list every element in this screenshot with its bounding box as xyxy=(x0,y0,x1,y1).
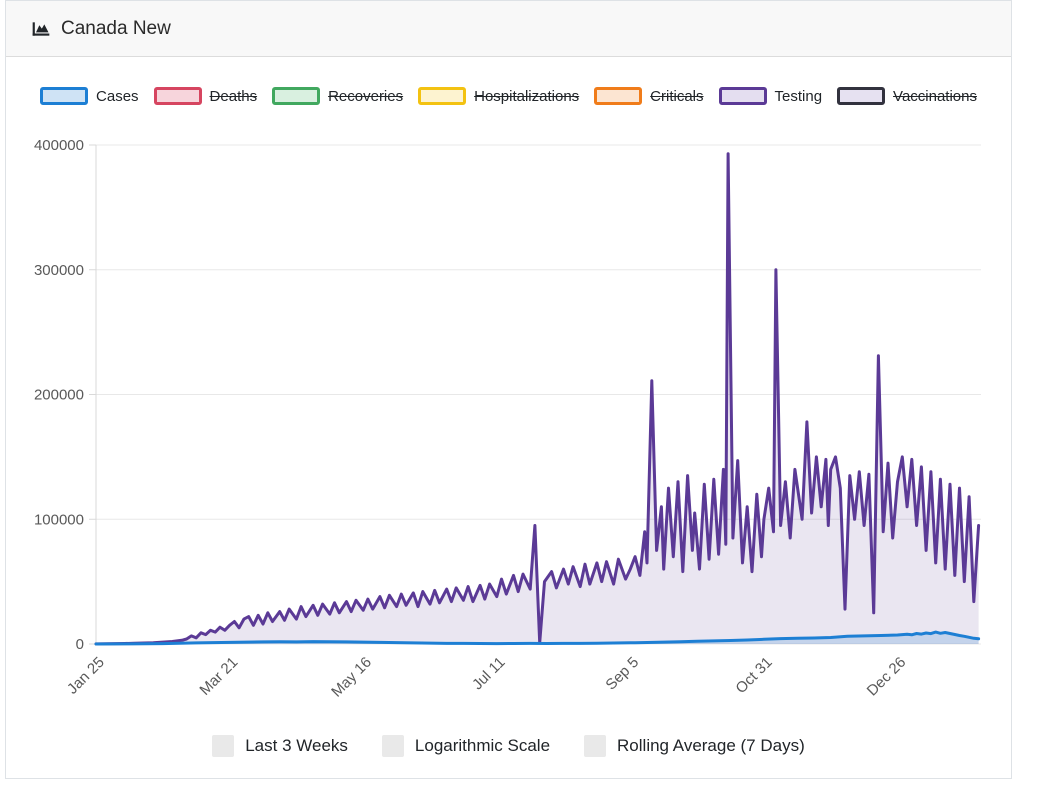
legend-item-criticals[interactable]: Criticals xyxy=(594,87,704,105)
legend-swatch xyxy=(594,87,643,105)
legend-item-vaccinations[interactable]: Vaccinations xyxy=(837,87,977,105)
chart-controls: Last 3 Weeks Logarithmic Scale Rolling Ave… xyxy=(6,735,1011,757)
x-tick-label: May 16 xyxy=(328,654,375,701)
y-tick-label: 300000 xyxy=(34,262,84,279)
legend-label: Criticals xyxy=(650,87,704,105)
y-tick-label: 400000 xyxy=(34,137,84,154)
legend-item-deaths[interactable]: Deaths xyxy=(153,87,258,105)
legend-swatch xyxy=(418,87,467,105)
cases-line xyxy=(94,630,981,646)
card-header: Canada New xyxy=(6,1,1011,57)
toggle-last-3-weeks[interactable]: Last 3 Weeks xyxy=(212,735,348,757)
x-tick-label: Jul 11 xyxy=(469,654,509,694)
x-tick-label: Sep 5 xyxy=(602,654,642,694)
legend-label: Deaths xyxy=(209,87,258,105)
legend-swatch xyxy=(272,87,321,105)
y-tick-label: 100000 xyxy=(34,511,84,528)
legend-item-testing[interactable]: Testing xyxy=(718,87,823,105)
x-tick-label: Dec 26 xyxy=(864,654,910,700)
legend-swatch xyxy=(40,87,89,105)
checkbox[interactable] xyxy=(381,735,404,757)
checkbox[interactable] xyxy=(212,735,235,757)
legend-swatch xyxy=(837,87,886,105)
x-tick-label: Jan 25 xyxy=(64,654,108,698)
checkbox[interactable] xyxy=(584,735,607,757)
testing-line xyxy=(94,152,981,646)
chart-card: Canada New Cases Deaths Recoveries Hospital… xyxy=(5,0,1012,779)
x-tick-label: Oct 31 xyxy=(732,654,775,697)
x-tick-label: Mar 21 xyxy=(196,654,241,699)
area-chart-icon xyxy=(31,19,51,39)
legend-item-cases[interactable]: Cases xyxy=(40,87,139,105)
checkbox-label: Last 3 Weeks xyxy=(245,736,348,755)
y-tick-label: 200000 xyxy=(34,387,84,404)
legend-label: Recoveries xyxy=(328,87,404,105)
legend: Cases Deaths Recoveries Hospitalizations Cri… xyxy=(6,87,1011,105)
legend-item-hospitalizations[interactable]: Hospitalizations xyxy=(418,87,579,105)
chart-area: 0 100000 200000 300000 400000 Jan 25 Mar 21 May… xyxy=(6,129,1013,714)
toggle-rolling-average-7-days[interactable]: Rolling Average (7 Days) xyxy=(584,735,805,757)
chart-svg: 0 100000 200000 300000 400000 Jan 25 Mar 21 May… xyxy=(34,137,981,701)
legend-item-recoveries[interactable]: Recoveries xyxy=(272,87,403,105)
legend-label: Vaccinations xyxy=(893,87,977,105)
page-title: Canada New xyxy=(61,17,171,39)
y-tick-label: 0 xyxy=(76,636,84,653)
legend-swatch xyxy=(153,87,202,105)
checkbox-label: Rolling Average (7 Days) xyxy=(617,736,805,755)
legend-label: Testing xyxy=(774,87,823,105)
toggle-logarithmic-scale[interactable]: Logarithmic Scale xyxy=(381,735,551,757)
checkbox-label: Logarithmic Scale xyxy=(414,736,551,755)
legend-label: Hospitalizations xyxy=(474,87,580,105)
legend-label: Cases xyxy=(96,87,139,105)
legend-swatch xyxy=(718,87,767,105)
